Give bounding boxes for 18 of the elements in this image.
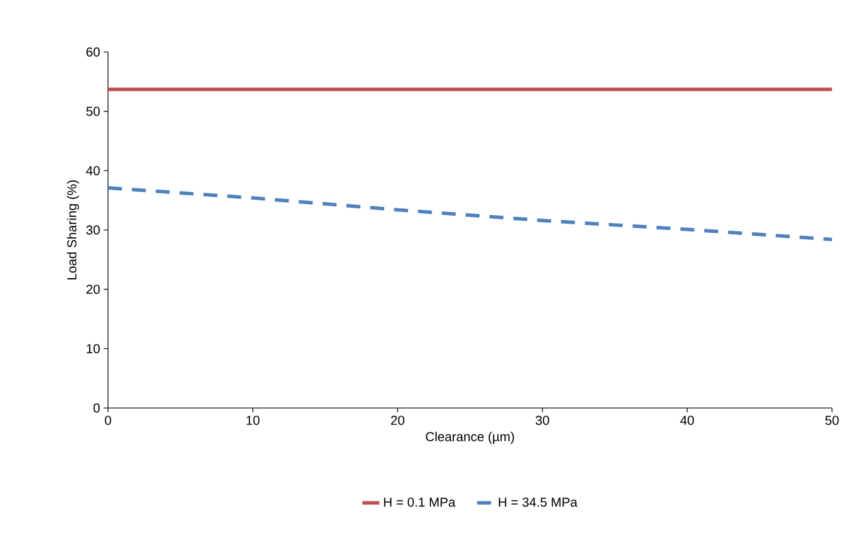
x-axis-title: Clearance (µm)	[426, 432, 514, 444]
y-tick-label: 60	[86, 47, 100, 57]
y-axis-title: Load Sharing (%)	[66, 180, 79, 280]
y-tick-label: 0	[94, 403, 100, 413]
x-tick-label: 20	[391, 416, 404, 425]
legend-label: H = 0.1 MPa	[384, 498, 456, 507]
y-tick-label: 40	[86, 166, 100, 176]
x-tick-label: 40	[680, 416, 694, 425]
x-tick-label: 30	[536, 416, 550, 425]
line-series	[108, 186, 832, 242]
x-tick-label: 50	[825, 416, 839, 425]
legend-label: H = 34.5 MPa	[498, 498, 578, 507]
y-tick-label: 10	[86, 344, 100, 354]
x-tick-label: 0	[104, 416, 112, 425]
y-tick-label: 30	[86, 225, 100, 235]
y-tick-label: 50	[86, 106, 100, 116]
y-tick-label: 20	[86, 284, 100, 294]
x-tick-label: 10	[246, 416, 260, 425]
